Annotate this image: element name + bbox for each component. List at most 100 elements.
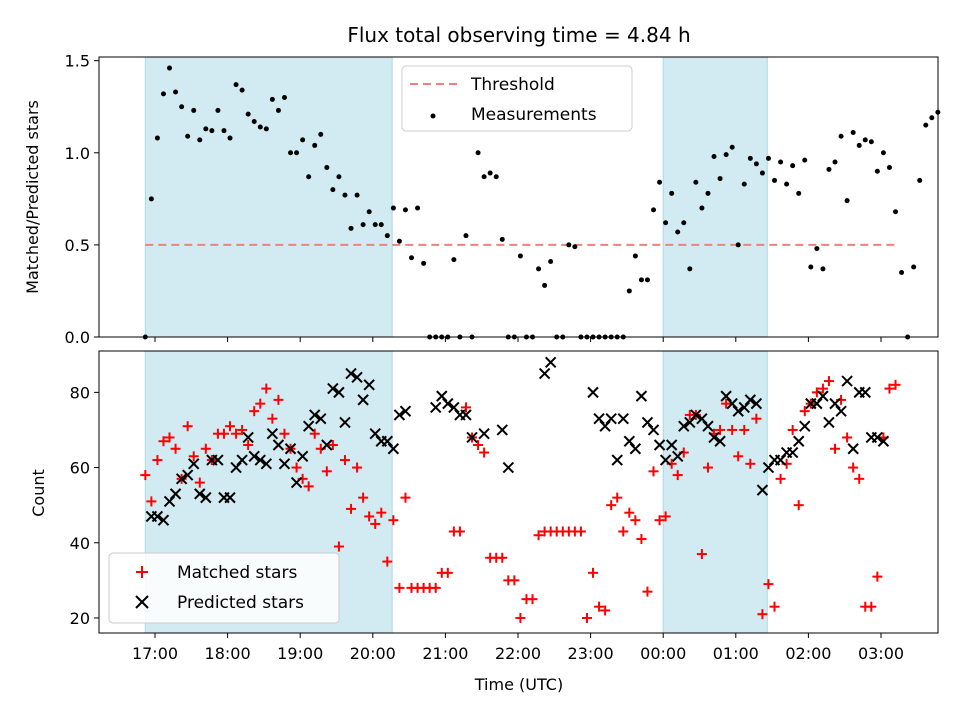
predicted-point [605, 412, 617, 425]
matched-point [164, 432, 175, 443]
predicted-point [266, 428, 279, 440]
matched-point [327, 440, 338, 450]
matched-point [575, 526, 586, 537]
y-tick-label: 1.5 [65, 52, 90, 71]
predicted-point [188, 458, 200, 470]
predicted-point [871, 431, 884, 444]
measurement-point [318, 131, 324, 137]
matched-point [509, 575, 520, 586]
matched-point [140, 470, 151, 481]
measurement-point [899, 270, 905, 276]
matched-point [388, 515, 399, 526]
measurement-point [651, 207, 657, 213]
counts-legend: Matched stars Predicted stars [108, 552, 340, 624]
counts-ylabel: Count [29, 469, 48, 517]
matched-point [793, 500, 804, 511]
predicted-point [538, 367, 551, 380]
predicted-point [309, 409, 321, 421]
predicted-point [181, 469, 194, 481]
measurement-point [154, 135, 160, 141]
matched-point [237, 424, 248, 435]
measurement-point [747, 155, 753, 161]
legend-threshold-label: Threshold [470, 75, 555, 95]
measurement-point [711, 153, 717, 159]
predicted-point [774, 454, 787, 466]
predicted-point [847, 443, 859, 455]
measurement-point [759, 170, 765, 176]
measurement-point [735, 242, 741, 248]
matched-point [303, 481, 314, 492]
measurement-point [820, 266, 826, 272]
predicted-point [732, 405, 744, 417]
matched-point [612, 492, 623, 503]
measurement-point [281, 95, 287, 101]
matched-point [225, 421, 236, 432]
x-tick-label: 23:00 [568, 644, 614, 663]
matched-point [642, 586, 653, 597]
measurement-point [917, 177, 923, 183]
measurement-point [366, 209, 372, 215]
y-tick-label: 40 [70, 534, 90, 553]
measurement-point [288, 150, 294, 156]
predicted-point [665, 439, 678, 451]
measurement-point [572, 244, 578, 250]
matched-point [333, 541, 344, 552]
predicted-point [357, 394, 369, 406]
matched-point [255, 398, 266, 409]
predicted-point [321, 439, 333, 451]
matched-point [739, 424, 750, 435]
matched-point [721, 398, 732, 409]
matched-point [799, 406, 810, 417]
matched-point [594, 601, 605, 612]
measurement-point [269, 96, 275, 102]
ratio-ylabel: Matched/Predicted stars [23, 100, 42, 294]
panel-ratio: 0.0 0.5 1.0 1.5 Matched/Predicted stars Thr… [23, 52, 941, 347]
measurement-point [729, 144, 735, 150]
predicted-point [363, 379, 375, 391]
predicted-point [720, 390, 732, 402]
matched-point [715, 424, 726, 435]
matched-point [884, 383, 895, 394]
matched-point [654, 515, 665, 526]
measurement-point [257, 124, 263, 130]
predicted-point [623, 435, 636, 447]
measurement-point [409, 255, 415, 261]
matched-point [672, 470, 683, 481]
x-axis-label: Time (UTC) [474, 675, 563, 694]
predicted-point [339, 416, 351, 429]
legend-measurements-label: Measurements [471, 105, 597, 125]
measurement-point [312, 142, 318, 148]
measurement-point [657, 179, 663, 185]
measurement-point [348, 225, 354, 231]
predicted-point [696, 412, 708, 425]
measurement-point [487, 170, 493, 176]
matched-point [339, 455, 350, 466]
measurement-point [451, 257, 457, 263]
measurement-point [796, 190, 802, 196]
predicted-point [823, 416, 835, 429]
measurement-point [251, 118, 257, 124]
measurement-point [753, 161, 759, 167]
matched-point [533, 530, 544, 541]
measurement-point [626, 288, 632, 294]
matched-point [460, 402, 471, 413]
measurement-point [396, 238, 402, 244]
matched-point [273, 394, 284, 405]
measurement-point [221, 128, 227, 134]
predicted-point [296, 450, 309, 462]
measurement-point [566, 242, 572, 248]
predicted-point [738, 401, 750, 414]
matched-point [527, 594, 538, 605]
measurement-point [741, 181, 747, 187]
measurement-point [354, 192, 360, 198]
legend-predicted-swatch [135, 595, 149, 609]
measurement-point [644, 277, 650, 283]
matched-point [636, 534, 647, 544]
measurement-point [160, 91, 166, 97]
predicted-point [236, 454, 248, 466]
measurement-point [784, 181, 790, 187]
predicted-point [641, 416, 654, 429]
measurement-point [330, 187, 336, 193]
measurement-point [886, 165, 892, 171]
measurement-point [390, 205, 396, 211]
